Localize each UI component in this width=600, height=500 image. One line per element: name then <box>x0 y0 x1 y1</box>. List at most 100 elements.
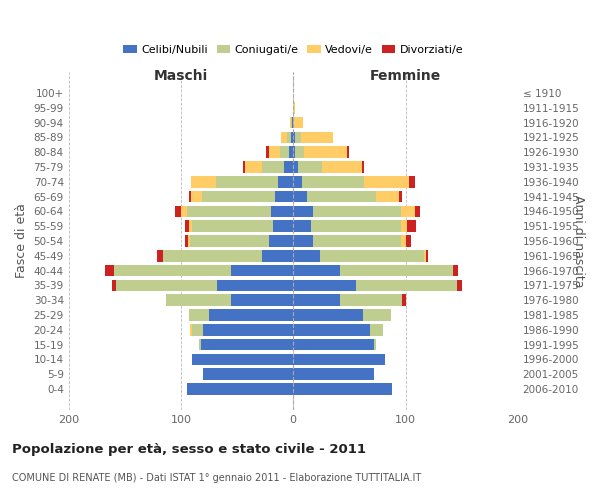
Bar <box>269 235 293 246</box>
Bar <box>295 117 304 128</box>
Bar <box>406 235 411 246</box>
Bar <box>293 368 374 380</box>
Bar <box>190 324 192 336</box>
Bar <box>293 280 356 291</box>
Bar <box>340 265 453 276</box>
Bar <box>202 191 275 202</box>
Bar <box>292 117 293 128</box>
Bar <box>293 206 313 217</box>
Bar <box>266 146 269 158</box>
Bar <box>191 191 202 202</box>
Bar <box>293 265 340 276</box>
Bar <box>217 280 293 291</box>
Bar <box>401 220 407 232</box>
Bar <box>295 132 301 143</box>
Bar <box>187 383 293 395</box>
Bar <box>362 161 364 172</box>
Bar <box>189 191 191 202</box>
Bar <box>293 354 385 365</box>
Bar <box>401 206 415 217</box>
Bar <box>376 191 399 202</box>
Bar <box>289 146 293 158</box>
Bar <box>190 235 269 246</box>
Bar <box>104 265 113 276</box>
Bar <box>112 280 116 291</box>
Bar <box>192 324 203 336</box>
Bar <box>189 220 192 232</box>
Bar <box>304 146 347 158</box>
Bar <box>291 117 292 128</box>
Bar <box>311 220 401 232</box>
Bar <box>163 250 262 262</box>
Bar <box>415 206 420 217</box>
Bar <box>457 280 461 291</box>
Bar <box>293 161 298 172</box>
Bar <box>302 176 364 188</box>
Bar <box>293 146 295 158</box>
Text: Popolazione per età, sesso e stato civile - 2011: Popolazione per età, sesso e stato civil… <box>12 442 366 456</box>
Bar <box>340 294 402 306</box>
Bar <box>401 235 406 246</box>
Text: COMUNE DI RENATE (MB) - Dati ISTAT 1° gennaio 2011 - Elaborazione TUTTITALIA.IT: COMUNE DI RENATE (MB) - Dati ISTAT 1° ge… <box>12 473 421 483</box>
Bar <box>216 176 278 188</box>
Bar <box>301 132 332 143</box>
Bar <box>189 309 209 320</box>
Bar <box>313 206 401 217</box>
Bar <box>364 176 409 188</box>
Bar <box>356 280 457 291</box>
Bar <box>370 324 383 336</box>
Bar <box>363 309 391 320</box>
Y-axis label: Fasce di età: Fasce di età <box>15 204 28 279</box>
Bar <box>116 280 217 291</box>
Bar <box>175 206 181 217</box>
Bar <box>293 339 374 350</box>
Bar <box>322 161 362 172</box>
Bar <box>199 339 201 350</box>
Bar <box>192 220 273 232</box>
Bar <box>157 250 163 262</box>
Bar <box>291 132 293 143</box>
Bar <box>275 191 293 202</box>
Bar <box>293 220 311 232</box>
Bar <box>293 176 302 188</box>
Bar <box>203 368 293 380</box>
Bar <box>191 176 216 188</box>
Bar <box>293 294 340 306</box>
Bar <box>293 117 295 128</box>
Bar <box>409 176 415 188</box>
Bar <box>287 132 291 143</box>
Bar <box>407 220 416 232</box>
Bar <box>185 220 189 232</box>
Bar <box>280 146 289 158</box>
Bar <box>209 309 293 320</box>
Bar <box>307 191 376 202</box>
Bar <box>271 206 293 217</box>
Bar <box>278 176 293 188</box>
Bar <box>320 250 424 262</box>
Bar <box>293 235 313 246</box>
Bar <box>181 206 187 217</box>
Bar <box>347 146 349 158</box>
Bar <box>293 383 392 395</box>
Bar <box>298 161 322 172</box>
Bar <box>293 132 295 143</box>
Bar <box>243 161 245 172</box>
Bar <box>293 309 363 320</box>
Bar <box>232 294 293 306</box>
Text: Maschi: Maschi <box>154 68 208 82</box>
Bar <box>374 339 376 350</box>
Bar <box>269 146 280 158</box>
Bar <box>262 250 293 262</box>
Bar <box>290 117 291 128</box>
Bar <box>293 191 307 202</box>
Bar <box>232 265 293 276</box>
Bar <box>295 146 304 158</box>
Bar <box>166 294 232 306</box>
Bar <box>426 250 428 262</box>
Bar <box>424 250 426 262</box>
Bar <box>245 161 262 172</box>
Bar <box>187 206 271 217</box>
Bar <box>281 132 287 143</box>
Bar <box>273 220 293 232</box>
Bar <box>402 294 406 306</box>
